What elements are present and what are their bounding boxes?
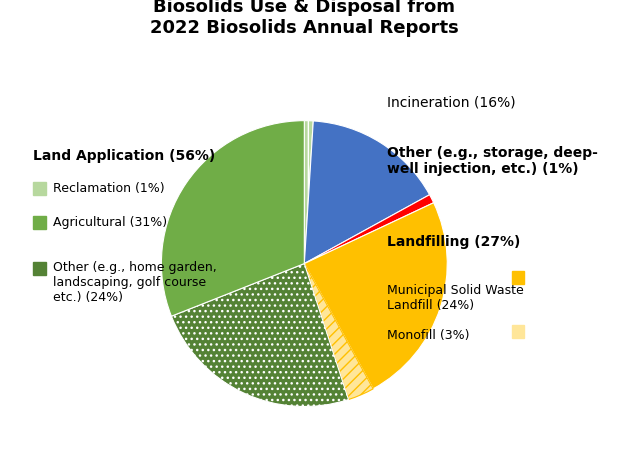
Bar: [33, 216, 45, 229]
Wedge shape: [304, 120, 314, 264]
Bar: [33, 182, 45, 195]
Text: Monofill (3%): Monofill (3%): [387, 329, 470, 342]
Bar: [33, 262, 45, 275]
Text: Reclamation (1%): Reclamation (1%): [52, 182, 164, 195]
Text: Other (e.g., storage, deep-
well injection, etc.) (1%): Other (e.g., storage, deep- well injecti…: [387, 146, 598, 176]
Bar: [511, 325, 524, 338]
Text: Other (e.g., home garden,
landscaping, golf course
etc.) (24%): Other (e.g., home garden, landscaping, g…: [52, 261, 216, 304]
Text: Municipal Solid Waste
Landfill (24%): Municipal Solid Waste Landfill (24%): [387, 284, 524, 312]
Bar: [511, 271, 524, 284]
Text: Agricultural (31%): Agricultural (31%): [52, 216, 167, 229]
Text: Incineration (16%): Incineration (16%): [387, 95, 516, 109]
Text: Landfilling (27%): Landfilling (27%): [387, 235, 520, 249]
Text: Land Application (56%): Land Application (56%): [33, 149, 215, 163]
Wedge shape: [304, 203, 447, 389]
Wedge shape: [304, 121, 429, 264]
Wedge shape: [304, 195, 434, 264]
Title: Biosolids Use & Disposal from
2022 Biosolids Annual Reports: Biosolids Use & Disposal from 2022 Bioso…: [150, 0, 459, 37]
Wedge shape: [172, 264, 349, 406]
Wedge shape: [304, 264, 373, 399]
Wedge shape: [161, 120, 304, 316]
